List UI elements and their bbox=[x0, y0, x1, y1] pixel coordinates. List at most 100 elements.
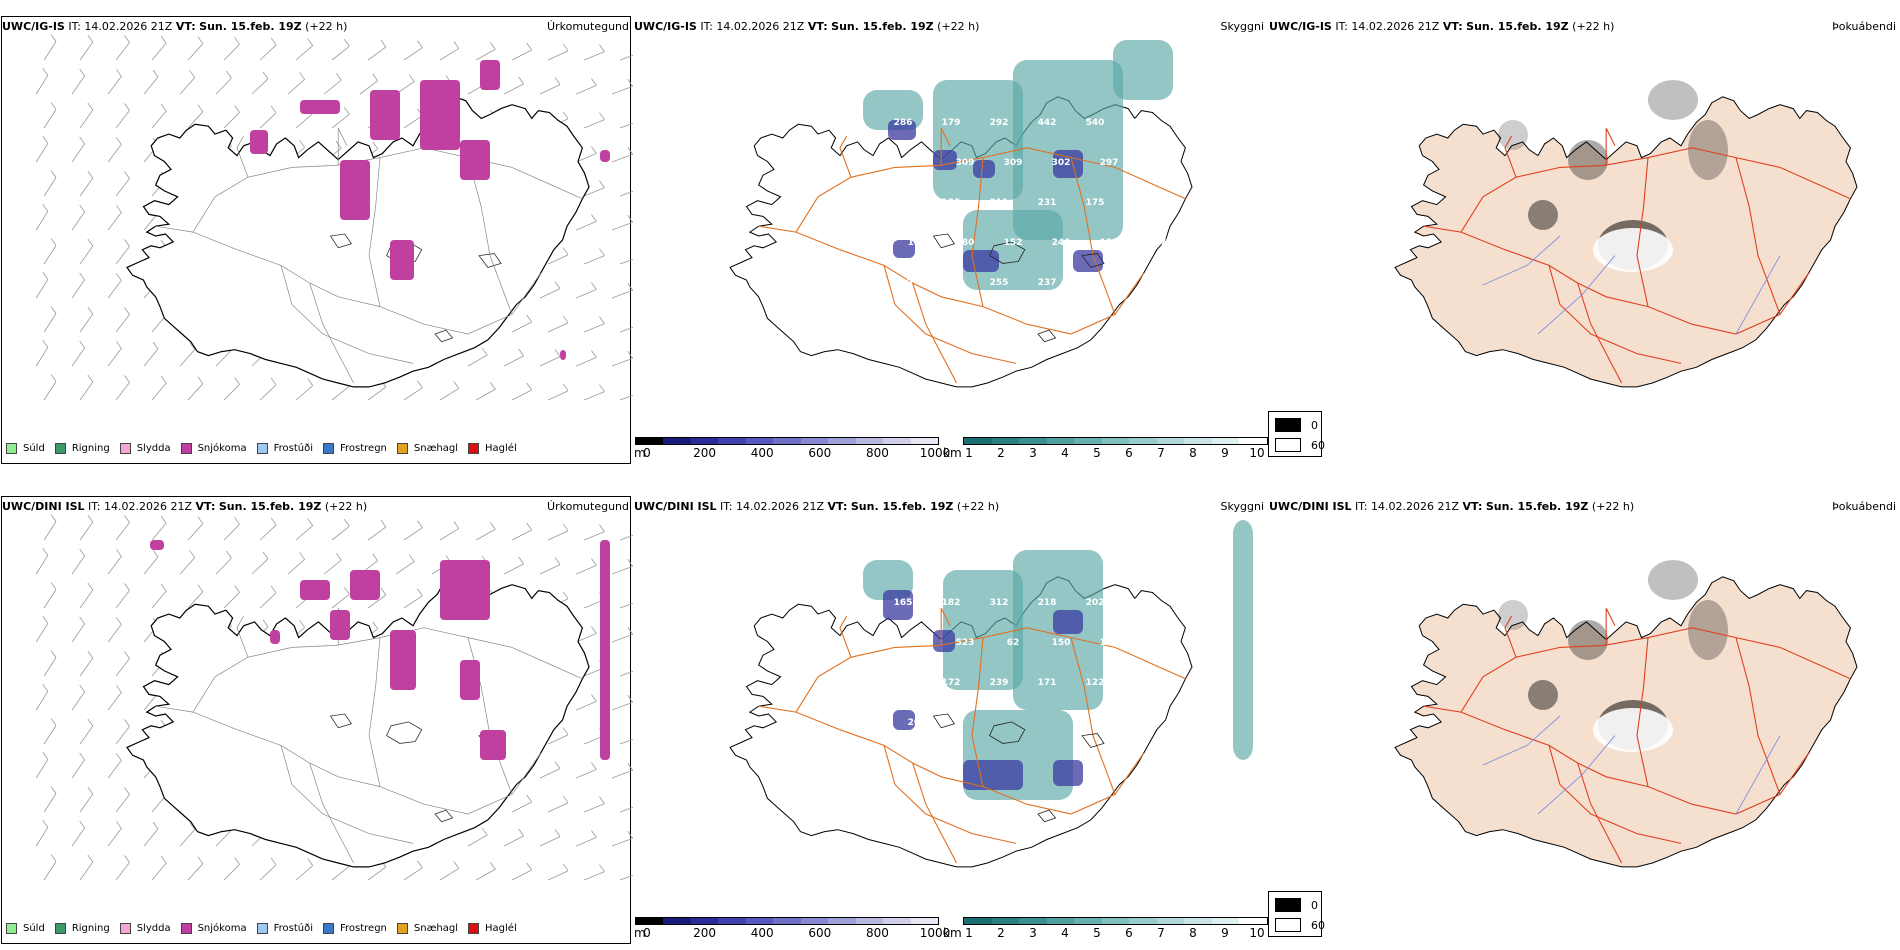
wind-barb-feather bbox=[627, 79, 633, 87]
height-tick: 600 bbox=[808, 446, 832, 460]
wind-barb-feather bbox=[79, 684, 85, 693]
wind-barb-feather bbox=[526, 794, 533, 803]
panel-header: UWC/IG-IS IT: 14.02.2026 21Z VT: Sun. 15… bbox=[1269, 20, 1614, 33]
wind-barb-feather bbox=[160, 35, 167, 44]
wind-barb bbox=[547, 390, 569, 401]
fog-dense-area bbox=[1568, 140, 1608, 180]
wind-barb bbox=[583, 871, 605, 881]
colorbar-cell bbox=[1074, 438, 1102, 444]
legend-swatch bbox=[119, 922, 131, 934]
road bbox=[1504, 135, 1517, 178]
wind-barb bbox=[143, 348, 159, 367]
wind-barb bbox=[79, 793, 94, 813]
wind-barb bbox=[43, 589, 57, 609]
visibility-tick: 6 bbox=[1125, 926, 1133, 940]
wind-barb bbox=[71, 347, 85, 367]
wind-barb-feather bbox=[372, 73, 379, 82]
wind-barb bbox=[259, 524, 277, 541]
wind-barb bbox=[35, 691, 49, 711]
wind-barb-feather bbox=[124, 583, 130, 591]
colorbar-cell bbox=[800, 438, 829, 444]
wind-barb bbox=[503, 355, 524, 367]
cloud-base-label: 302 bbox=[1052, 158, 1071, 168]
wind-barb bbox=[187, 43, 204, 61]
wind-barb-feather bbox=[42, 204, 49, 212]
vt-label: VT: bbox=[827, 500, 848, 513]
wind-barb bbox=[179, 557, 196, 575]
legend-swatch bbox=[180, 922, 192, 934]
fog-legend: 0 60 bbox=[1268, 411, 1325, 457]
river bbox=[1735, 735, 1781, 815]
fog-dense-area bbox=[1688, 600, 1728, 660]
vt-value: Sun. 15.feb. 19Z bbox=[199, 20, 302, 33]
wind-barb bbox=[79, 725, 94, 745]
wind-barb bbox=[115, 314, 130, 333]
wind-barb bbox=[503, 835, 524, 847]
cloud-base-label: 175 bbox=[1134, 678, 1153, 688]
wind-barb-feather bbox=[526, 862, 533, 871]
wind-barb bbox=[35, 279, 49, 299]
wind-barb-feather bbox=[79, 820, 85, 829]
road bbox=[368, 157, 381, 307]
cloud-base-area bbox=[883, 590, 913, 620]
wind-barb bbox=[611, 85, 633, 95]
wind-barb bbox=[611, 837, 633, 847]
wind-barb-feather bbox=[591, 282, 597, 290]
road bbox=[940, 127, 951, 166]
wind-barb-feather bbox=[42, 684, 49, 692]
wind-barb-feather bbox=[562, 863, 569, 872]
wind-barb-feather bbox=[87, 650, 94, 659]
visibility-tick: 10 bbox=[1249, 926, 1265, 940]
wind-barb bbox=[115, 658, 130, 677]
wind-barb-feather bbox=[50, 238, 57, 246]
colorbar-cell bbox=[1184, 438, 1212, 444]
wind-barb-feather bbox=[234, 517, 240, 525]
wind-barb bbox=[403, 595, 423, 609]
colorbar-cell bbox=[1239, 438, 1268, 444]
fog-map bbox=[1394, 560, 1858, 868]
road bbox=[1423, 705, 1810, 815]
cloud-base-label: 723 bbox=[894, 678, 913, 688]
snow-area bbox=[440, 560, 490, 620]
legend-label: Rigning bbox=[71, 442, 110, 454]
visibility-tick: 10 bbox=[1249, 446, 1265, 460]
road bbox=[1636, 157, 1649, 307]
wind-barb bbox=[115, 862, 130, 881]
legend-item: Rigning bbox=[54, 922, 110, 934]
colorbar-cell bbox=[1101, 918, 1130, 924]
wind-barb-feather bbox=[453, 521, 460, 529]
wind-barb bbox=[287, 79, 305, 95]
wind-barb-feather bbox=[197, 584, 204, 592]
lead-time: (+22 h) bbox=[956, 500, 1000, 513]
wind-barb-feather bbox=[152, 341, 159, 350]
snow-area bbox=[390, 630, 416, 690]
visibility-unit: km bbox=[943, 926, 962, 940]
wind-barb-feather bbox=[87, 718, 94, 727]
road bbox=[1460, 627, 1851, 713]
vt-label: VT: bbox=[175, 20, 196, 33]
wind-barb bbox=[115, 42, 130, 61]
wind-barb-feather bbox=[518, 556, 524, 565]
wind-barb bbox=[179, 349, 196, 367]
wind-barb-feather bbox=[270, 857, 277, 866]
wind-barb-feather bbox=[335, 72, 342, 81]
snow-area bbox=[390, 240, 414, 280]
road bbox=[1548, 265, 1682, 364]
road bbox=[758, 225, 1145, 335]
glacier-outline bbox=[434, 809, 454, 823]
wind-barb-feather bbox=[87, 374, 94, 383]
colorbar-cell bbox=[1101, 438, 1130, 444]
wind-barb bbox=[331, 45, 350, 61]
road bbox=[940, 607, 951, 646]
wind-barb bbox=[79, 245, 94, 265]
road bbox=[309, 762, 354, 864]
wind-barb-feather bbox=[489, 862, 496, 870]
wind-barb bbox=[439, 528, 460, 541]
fog-max-swatch bbox=[1275, 438, 1301, 452]
wind-barb-feather bbox=[270, 37, 277, 46]
wind-barb-feather bbox=[152, 549, 159, 558]
precip-type-panel: UWC/IG-IS IT: 14.02.2026 21Z VT: Sun. 15… bbox=[0, 0, 633, 470]
wind-barb bbox=[619, 258, 633, 265]
road bbox=[912, 282, 958, 384]
wind-barb bbox=[395, 561, 415, 575]
